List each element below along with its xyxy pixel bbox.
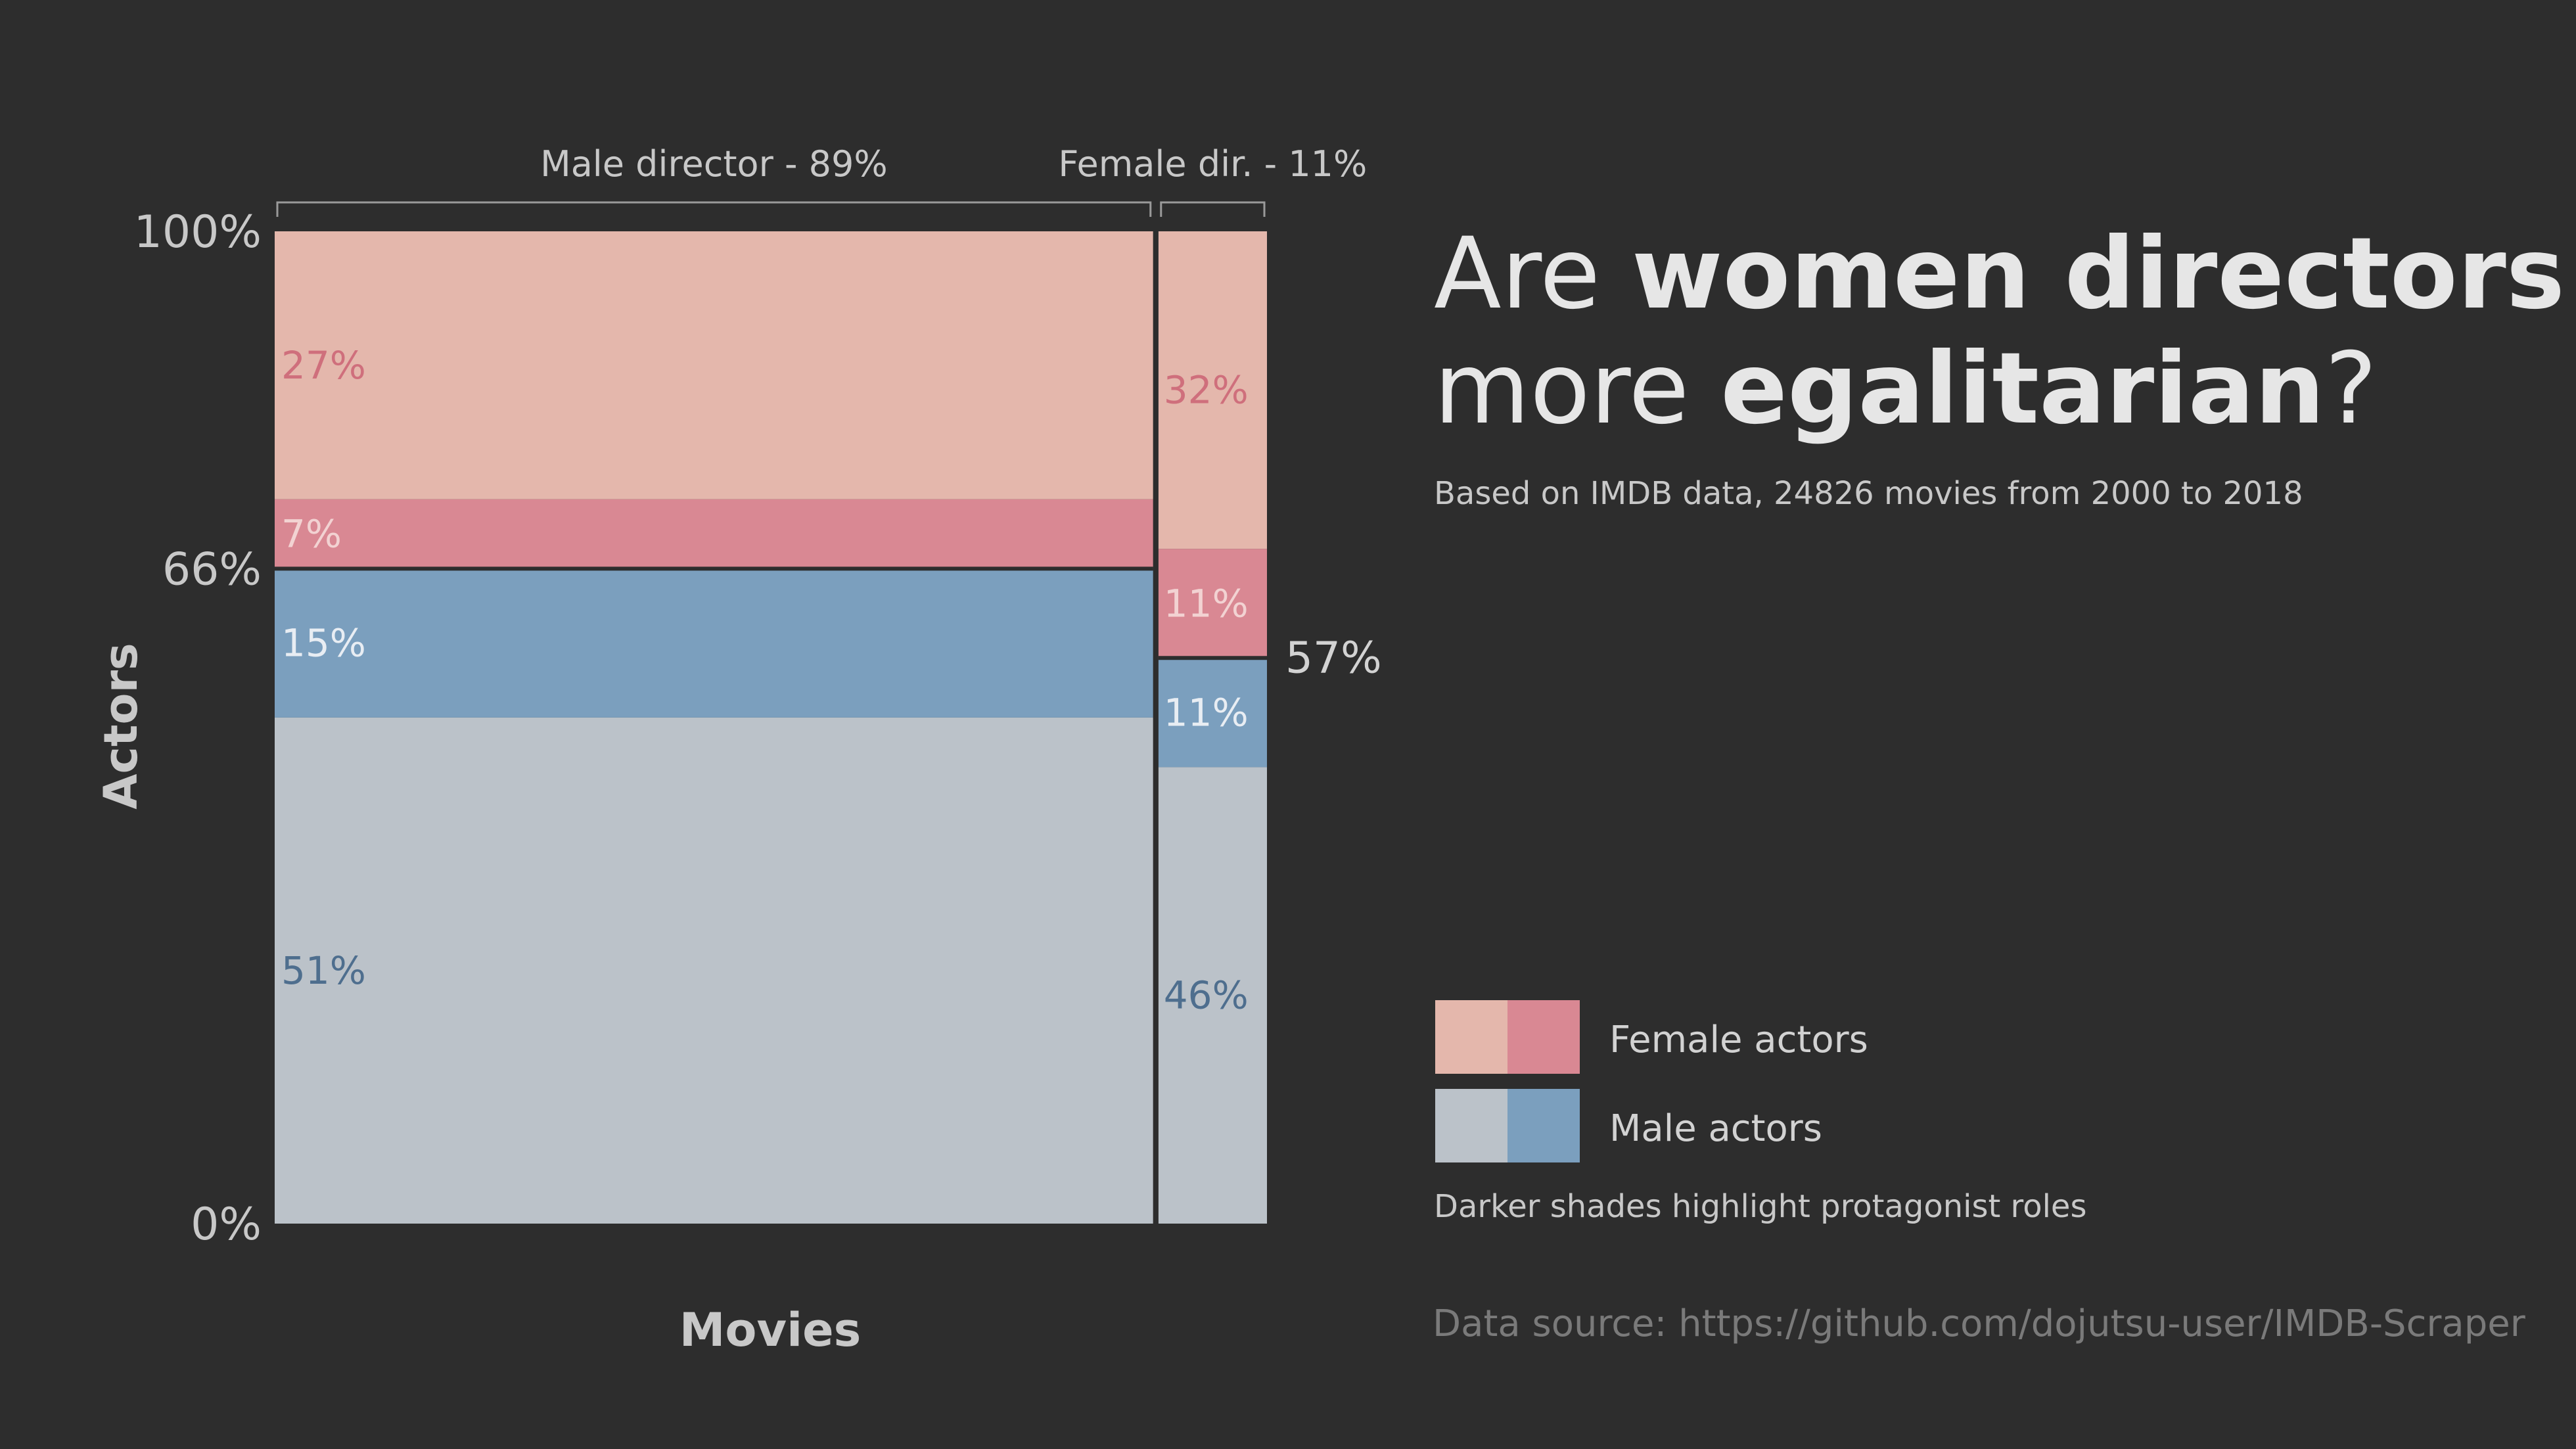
column-divider-0: [1153, 231, 1159, 1224]
legend-label-female: Female actors: [1609, 1019, 1868, 1061]
legend-swatch-female-light: [1435, 1000, 1507, 1074]
subtitle: Based on IMDB data, 24826 movies from 20…: [1434, 475, 2303, 512]
segment-col0-male-actors-protagonist: [275, 568, 1153, 718]
segment-col1-female-actors-other: [1158, 231, 1267, 549]
column-label-col1: Female dir. - 11%: [1058, 143, 1367, 185]
data-label-col0-female-actors-protagonist: 7%: [281, 512, 342, 557]
data-label-col1-female-actors-other: 32%: [1164, 368, 1249, 413]
data-label-col0-female-actors-other: 27%: [281, 343, 366, 388]
title-line-1: Are women directors: [1434, 217, 2565, 331]
male-total-label-col1: 57%: [1285, 632, 1382, 683]
segment-col0-male-actors-other: [275, 717, 1153, 1224]
legend-note: Darker shades highlight protagonist role…: [1434, 1188, 2087, 1225]
y-tick-label-66: 66%: [162, 543, 262, 595]
legend-label-male: Male actors: [1609, 1107, 1822, 1150]
column-bracket-col0: [276, 201, 1152, 217]
data-source: Data source: https://github.com/dojutsu-…: [1433, 1302, 2525, 1345]
column-bracket-col1: [1160, 201, 1266, 217]
title-line-2: more egalitarian?: [1434, 332, 2378, 446]
legend-swatch-female-dark: [1507, 1000, 1580, 1074]
segment-col0-female-actors-protagonist: [275, 499, 1153, 569]
legend-swatch-male-dark: [1507, 1089, 1580, 1162]
segment-col1-male-actors-other: [1158, 767, 1267, 1224]
y-tick-label-0: 0%: [191, 1199, 262, 1251]
column-label-col0: Male director - 89%: [540, 143, 888, 185]
data-label-col0-male-actors-protagonist: 15%: [281, 621, 366, 666]
segment-col1-female-actors-protagonist: [1158, 549, 1267, 658]
data-label-col1-male-actors-protagonist: 11%: [1164, 690, 1249, 735]
segment-col0-female-actors-other: [275, 231, 1153, 499]
data-label-col0-male-actors-other: 51%: [281, 948, 366, 993]
data-label-col1-male-actors-other: 46%: [1164, 973, 1249, 1018]
data-label-col1-female-actors-protagonist: 11%: [1164, 581, 1249, 626]
segment-col1-male-actors-protagonist: [1158, 658, 1267, 768]
y-axis-label: Actors: [94, 643, 148, 809]
legend-swatch-male-light: [1435, 1089, 1507, 1162]
x-axis-label: Movies: [679, 1303, 862, 1357]
page-title: Are women directors more egalitarian?: [1434, 217, 2565, 447]
y-tick-label-100: 100%: [134, 206, 262, 258]
